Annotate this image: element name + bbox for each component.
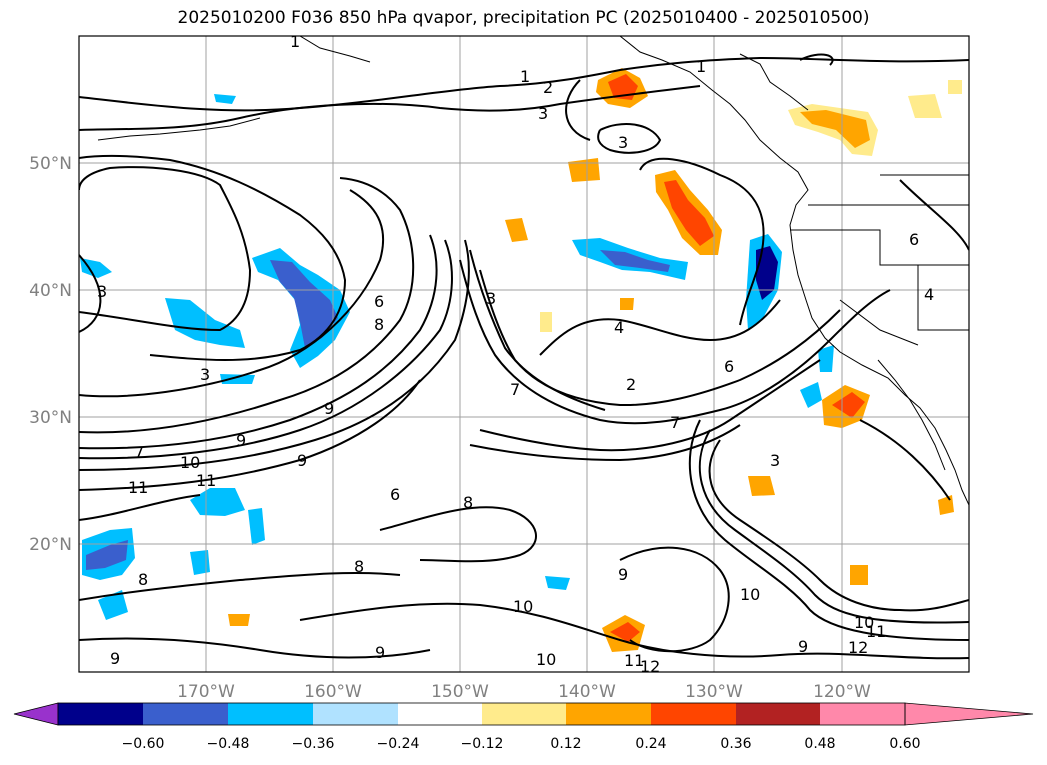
contour-label: 1 (696, 57, 706, 76)
colorbar-tick: −0.36 (292, 736, 335, 752)
precip-shading (80, 68, 962, 652)
contour-label: 3 (97, 282, 107, 301)
lat-label: 50°N (29, 154, 72, 174)
contour-label: 7 (134, 443, 144, 462)
contour-label: 10 (740, 585, 760, 604)
contour-labels: 1 1 1 2 2 3 3 3 3 3 3 4 4 6 6 6 6 7 7 7 … (97, 32, 934, 676)
contour-label: 3 (486, 289, 496, 308)
contour-label: 3 (770, 451, 780, 470)
colorbar-bin (736, 703, 820, 725)
colorbar-tick: −0.48 (207, 736, 250, 752)
map-title: 2025010200 F036 850 hPa qvapor, precipit… (177, 8, 870, 28)
colorbar-bin (58, 703, 143, 725)
contour-label: 9 (798, 637, 808, 656)
colorbar-bin (820, 703, 905, 725)
contour-label: 4 (924, 285, 934, 304)
contour-label: 4 (614, 318, 624, 337)
colorbar-tick: 0.60 (889, 736, 920, 752)
contour-label: 12 (848, 638, 868, 657)
contour-label: 6 (724, 357, 734, 376)
colorbar-bin (143, 703, 228, 725)
lat-label: 30°N (29, 408, 72, 428)
contour-label: 6 (390, 485, 400, 504)
coastlines (97, 36, 969, 506)
contour-label: 11 (624, 651, 644, 670)
lon-label: 160°W (304, 682, 362, 702)
colorbar-extend-high (904, 702, 1034, 726)
contour-label: 1 (520, 67, 530, 86)
lon-label: 170°W (177, 682, 235, 702)
contour-label: 9 (110, 649, 120, 668)
contour-label: 3 (618, 133, 628, 152)
contour-label: 9 (618, 565, 628, 584)
contour-label: 11 (128, 478, 148, 497)
contour-label: 12 (640, 657, 660, 676)
contour-label: 3 (538, 104, 548, 123)
contour-label: 9 (297, 451, 307, 470)
graticule (79, 36, 969, 672)
contour-label: 10 (513, 597, 533, 616)
lon-label: 140°W (558, 682, 616, 702)
lat-label: 20°N (29, 535, 72, 555)
colorbar-bin (228, 703, 313, 725)
contour-label: 3 (200, 365, 210, 384)
contour-label: 6 (909, 230, 919, 249)
qvapor-contours (79, 53, 969, 660)
contour-label: 8 (354, 557, 364, 576)
contour-label: 2 (543, 78, 553, 97)
colorbar: −0.60 −0.48 −0.36 −0.24 −0.12 0.12 0.24 … (13, 702, 1034, 752)
colorbar-tick: 0.48 (804, 736, 835, 752)
contour-label: 8 (138, 570, 148, 589)
contour-label: 8 (374, 315, 384, 334)
contour-label: 10 (536, 650, 556, 669)
contour-label: 9 (324, 399, 334, 418)
colorbar-tick: −0.24 (377, 736, 420, 752)
map-frame (78, 35, 970, 673)
contour-label: 11 (866, 622, 886, 641)
contour-label: 1 (290, 32, 300, 51)
lon-label: 120°W (813, 682, 871, 702)
contour-label: 11 (196, 471, 216, 490)
colorbar-tick: −0.12 (461, 736, 504, 752)
contour-label: 9 (375, 643, 385, 662)
colorbar-bin (398, 703, 482, 725)
contour-label: 7 (510, 380, 520, 399)
contour-label: 7 (670, 413, 680, 432)
contour-label: 8 (463, 493, 473, 512)
colorbar-bin (566, 703, 651, 725)
colorbar-bin (482, 703, 566, 725)
contour-label: 10 (180, 453, 200, 472)
colorbar-bin (651, 703, 736, 725)
contour-label: 6 (374, 292, 384, 311)
lat-label: 40°N (29, 281, 72, 301)
colorbar-extend-low (13, 702, 59, 726)
contour-label: 10 (854, 613, 874, 632)
lon-label: 150°W (431, 682, 489, 702)
colorbar-bin (313, 703, 398, 725)
colorbar-tick: 0.24 (635, 736, 666, 752)
colorbar-tick: −0.60 (122, 736, 165, 752)
colorbar-tick: 0.36 (720, 736, 751, 752)
colorbar-tick: 0.12 (550, 736, 581, 752)
lon-label: 130°W (685, 682, 743, 702)
contour-label: 9 (236, 431, 246, 450)
contour-label: 2 (626, 375, 636, 394)
